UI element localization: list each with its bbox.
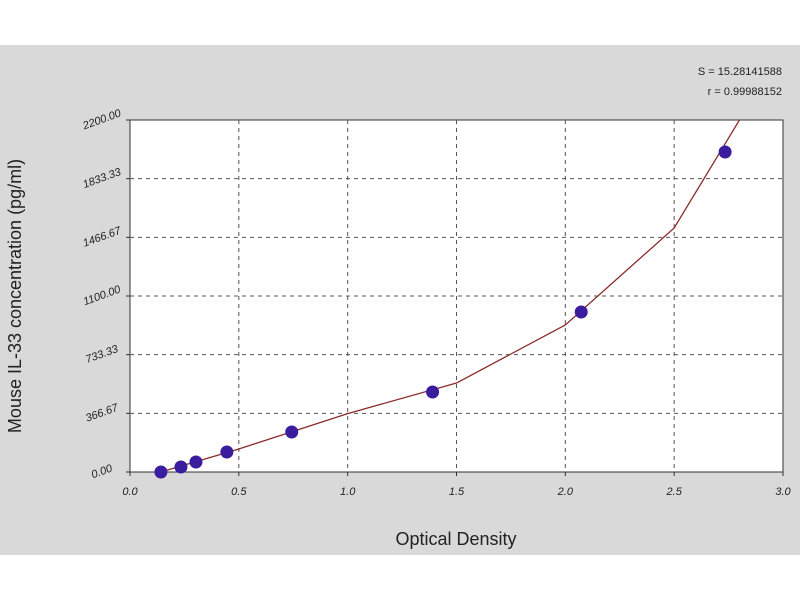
fit-curve xyxy=(160,119,741,473)
data-point xyxy=(189,455,203,469)
x-tick-label: 2.5 xyxy=(666,486,683,498)
annotation: S = 15.28141588 xyxy=(698,66,782,78)
x-tick-label: 2.0 xyxy=(557,486,574,498)
data-point xyxy=(174,460,188,474)
data-point xyxy=(154,465,168,479)
data-point xyxy=(718,145,732,159)
data-point xyxy=(220,445,234,459)
x-tick-label: 1.0 xyxy=(340,486,356,498)
x-tick-label: 0.5 xyxy=(231,486,247,498)
data-point xyxy=(426,385,440,399)
x-tick-label: 1.5 xyxy=(449,486,465,498)
y-axis-label: Mouse IL-33 concentration (pg/ml) xyxy=(5,159,25,433)
data-point xyxy=(574,305,588,319)
x-axis-label: Optical Density xyxy=(395,529,516,549)
annotation: r = 0.99988152 xyxy=(708,86,782,98)
data-point xyxy=(285,425,299,439)
x-tick-label: 3.0 xyxy=(775,486,791,498)
x-tick-label: 0.0 xyxy=(122,486,138,498)
